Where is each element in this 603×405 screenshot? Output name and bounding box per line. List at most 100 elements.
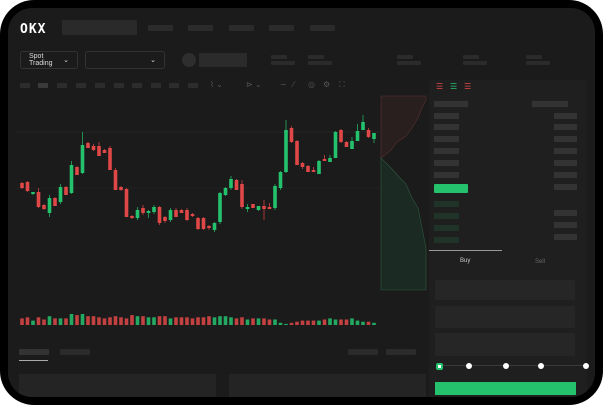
stat-value xyxy=(308,61,332,65)
ask-amount[interactable] xyxy=(554,124,577,130)
market-select[interactable]: Spot Trading ⌄ xyxy=(20,51,78,69)
slider-track[interactable] xyxy=(440,365,588,366)
nav-item[interactable] xyxy=(229,25,254,31)
candle xyxy=(31,192,35,194)
candle xyxy=(36,192,41,207)
bid-price[interactable] xyxy=(434,201,459,207)
interval-button[interactable] xyxy=(20,83,30,88)
volume-bar xyxy=(31,320,35,325)
candle xyxy=(69,165,74,193)
volume-bar xyxy=(179,317,184,325)
ask-amount[interactable] xyxy=(554,136,577,142)
line-icon[interactable]: ∼ xyxy=(280,80,287,89)
ask-amount[interactable] xyxy=(554,184,577,190)
slider-mark-25[interactable] xyxy=(466,363,472,369)
nav-item[interactable] xyxy=(269,25,294,31)
depth-asks-area xyxy=(380,95,427,159)
fullscreen-icon[interactable]: ⛶ xyxy=(339,80,345,89)
bid-price[interactable] xyxy=(434,213,459,219)
ask-price[interactable] xyxy=(434,160,459,166)
ask-amount[interactable] xyxy=(554,172,577,178)
volume-bar xyxy=(190,318,195,325)
volume-bar xyxy=(135,316,140,325)
indicator-icon[interactable]: ⊳ ⌄ xyxy=(246,80,262,89)
volume-bar xyxy=(212,317,217,325)
bottom-filter[interactable] xyxy=(348,349,378,355)
candle xyxy=(339,130,343,142)
bottom-tab-active[interactable] xyxy=(19,349,49,355)
interval-button-active[interactable] xyxy=(38,83,48,88)
bid-price[interactable] xyxy=(434,225,459,231)
slider-mark-75[interactable] xyxy=(538,363,544,369)
stat-value xyxy=(271,61,295,65)
ask-price[interactable] xyxy=(434,148,459,154)
settings-icon[interactable]: ⚙ xyxy=(323,80,331,89)
volume-bar xyxy=(86,316,90,325)
bid-amount[interactable] xyxy=(554,234,577,240)
ask-price[interactable] xyxy=(434,172,459,178)
ask-amount[interactable] xyxy=(554,160,577,166)
volume-bar xyxy=(322,319,327,325)
bid-price[interactable] xyxy=(434,237,459,243)
both-sides-icon[interactable]: ☰ xyxy=(436,82,444,91)
volume-bar xyxy=(317,320,321,325)
volume-bar xyxy=(207,316,211,325)
nav-item[interactable] xyxy=(148,25,173,31)
interval-button[interactable] xyxy=(132,83,142,88)
total-input[interactable] xyxy=(435,333,575,356)
candle xyxy=(240,184,244,207)
bids-only-icon[interactable]: ☰ xyxy=(450,82,458,91)
ask-price[interactable] xyxy=(434,136,459,142)
volume-bar xyxy=(245,319,250,325)
volume-bar xyxy=(80,314,85,325)
volume-bar xyxy=(152,317,156,325)
interval-button[interactable] xyxy=(151,83,161,88)
ask-price[interactable] xyxy=(434,124,459,130)
search-box[interactable] xyxy=(62,20,137,35)
volume-bar xyxy=(196,317,200,325)
candle xyxy=(102,150,107,153)
amount-input[interactable] xyxy=(435,306,575,328)
stat-label xyxy=(271,55,287,59)
ask-amount[interactable] xyxy=(554,113,577,119)
candle-type-icon[interactable]: ⌇ ⌄ xyxy=(210,80,223,89)
stat-value xyxy=(526,61,550,65)
tab-buy[interactable]: Buy xyxy=(460,258,471,264)
bid-amount[interactable] xyxy=(554,210,577,216)
slider-mark-50[interactable] xyxy=(503,363,509,369)
buy-button[interactable] xyxy=(435,382,576,395)
nav-item[interactable] xyxy=(310,25,335,31)
ask-price[interactable] xyxy=(434,113,459,119)
stat-value xyxy=(397,61,421,65)
interval-button[interactable] xyxy=(169,83,179,88)
candle xyxy=(80,145,85,173)
slider-mark-100[interactable] xyxy=(583,363,589,369)
slider-handle[interactable] xyxy=(436,363,443,370)
draw-icon[interactable]: ⁄ xyxy=(293,80,295,89)
interval-button[interactable] xyxy=(57,83,67,88)
depth-bids-area xyxy=(380,157,427,291)
pair-avatar xyxy=(182,53,196,67)
interval-button[interactable] xyxy=(95,83,105,88)
candle xyxy=(289,128,294,142)
asks-only-icon[interactable]: ☰ xyxy=(464,82,472,91)
tab-sell[interactable]: Sell xyxy=(535,259,546,265)
interval-button[interactable] xyxy=(114,83,124,88)
orderbook-header[interactable] xyxy=(434,101,468,107)
volume-bar xyxy=(229,317,233,325)
interval-button[interactable] xyxy=(76,83,86,88)
candle xyxy=(223,188,228,195)
pair-select[interactable]: ⌄ xyxy=(85,51,165,69)
ask-amount[interactable] xyxy=(554,148,577,154)
bottom-tab[interactable] xyxy=(60,349,90,355)
candlestick-chart[interactable] xyxy=(8,8,428,338)
bid-amount[interactable] xyxy=(554,222,577,228)
volume-bar xyxy=(174,317,178,325)
camera-icon[interactable]: ◎ xyxy=(308,80,315,89)
interval-button[interactable] xyxy=(188,83,198,88)
price-input[interactable] xyxy=(435,280,575,300)
okx-logo[interactable]: OKX xyxy=(20,22,47,37)
orderbook-header[interactable] xyxy=(532,101,568,107)
nav-item[interactable] xyxy=(188,25,213,31)
bottom-filter[interactable] xyxy=(386,349,416,355)
